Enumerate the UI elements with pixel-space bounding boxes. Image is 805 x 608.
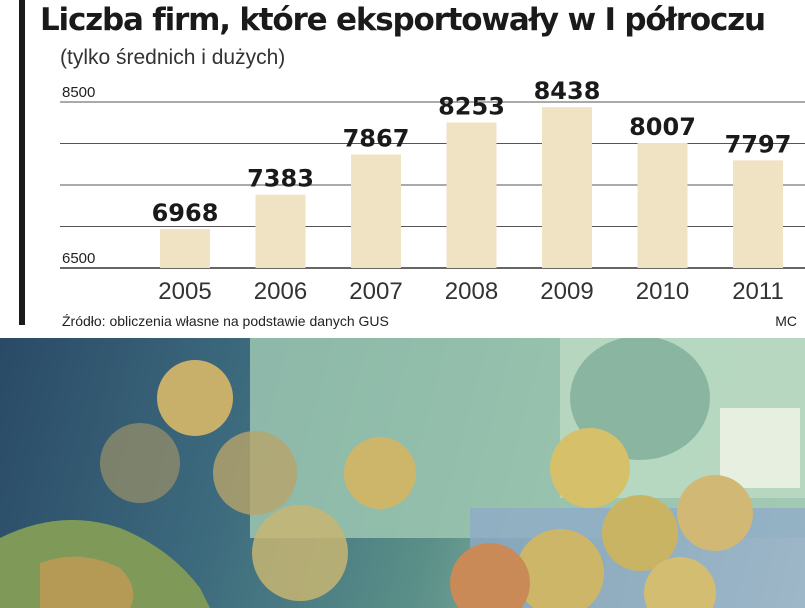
- bar: [160, 229, 210, 268]
- source-note: Źródło: obliczenia własne na podstawie d…: [62, 313, 389, 329]
- y-tick-label: 8500: [62, 84, 95, 101]
- data-label: 7797: [725, 130, 792, 158]
- data-label: 8438: [534, 77, 601, 105]
- chart-subtitle: (tylko średnich i dużych): [60, 46, 286, 69]
- bar: [446, 122, 497, 268]
- bar-chart: 6500 8500 6968 2005 7383 2006 7867 2007 8253 2008…: [60, 77, 805, 305]
- bar: [733, 160, 783, 268]
- data-label: 8007: [629, 113, 696, 141]
- chart-title: Liczba firm, które eksportowały w I półr…: [40, 2, 766, 38]
- x-tick-label: 2010: [636, 278, 689, 305]
- x-tick-label: 2006: [254, 278, 307, 305]
- europe-map-image: [0, 520, 210, 608]
- data-label: 7383: [247, 165, 314, 193]
- x-tick-label: 2008: [445, 278, 498, 305]
- data-label: 7867: [343, 125, 410, 153]
- left-accent-rule: [19, 0, 25, 325]
- bar: [637, 142, 688, 268]
- chart-panel: Liczba firm, które eksportowały w I półr…: [19, 0, 805, 329]
- x-tick-label: 2005: [158, 278, 211, 305]
- data-label: 8253: [438, 93, 505, 121]
- bar: [351, 154, 401, 268]
- coins-image: [100, 360, 753, 608]
- bar: [542, 107, 592, 269]
- x-tick-label: 2011: [732, 278, 784, 305]
- data-label: 6968: [152, 199, 219, 227]
- author-initials: MC: [775, 313, 797, 329]
- x-tick-label: 2009: [540, 278, 593, 305]
- x-tick-label: 2007: [349, 278, 402, 305]
- y-tick-label: 6500: [62, 250, 95, 267]
- bar: [255, 194, 306, 268]
- money-coins-photo: [0, 338, 805, 608]
